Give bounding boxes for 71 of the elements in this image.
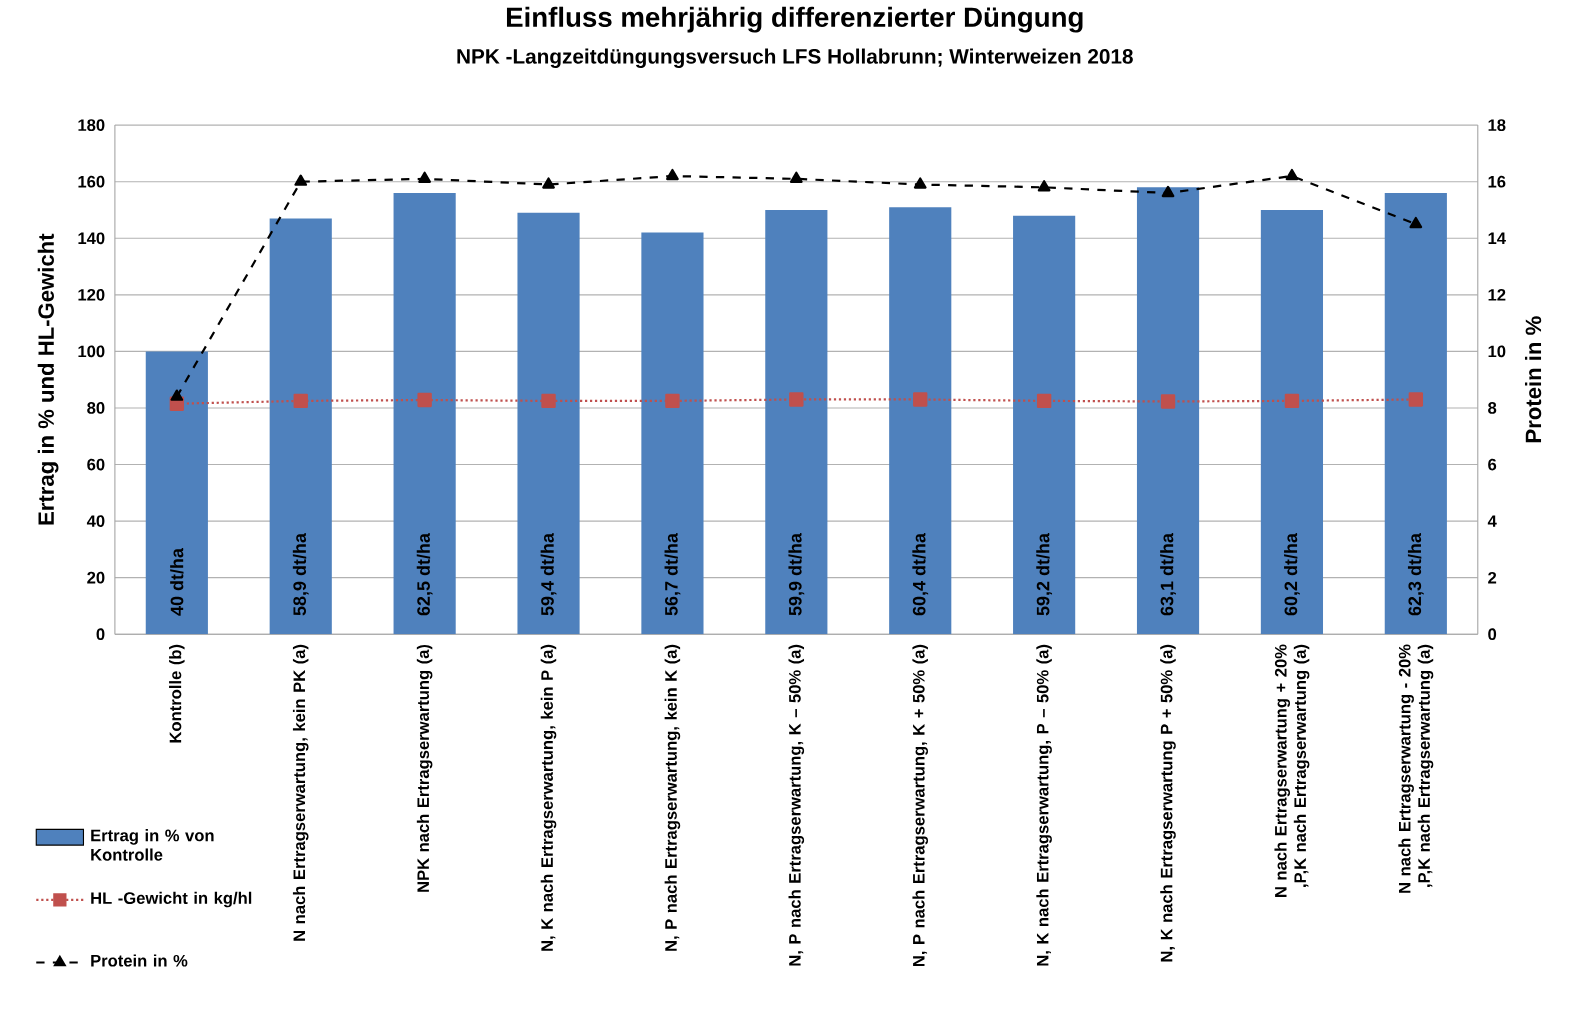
y2-tick-label: 16 xyxy=(1488,175,1506,188)
bar xyxy=(1260,209,1324,635)
y-tick-label: 180 xyxy=(78,119,105,131)
point xyxy=(1161,185,1175,198)
bar xyxy=(1384,192,1447,635)
y2-tick-label: 12 xyxy=(1488,289,1506,301)
chart-subtitle: NPK -Langzeitdüngungsversuch LFS Hollabrunn; Winterweizen 2018 xyxy=(457,48,1133,68)
bar xyxy=(269,218,332,635)
y-tick-label: 100 xyxy=(78,345,105,358)
annotation: 62,3 dt/ha xyxy=(1407,532,1424,616)
annotation: 59,2 dt/ha xyxy=(1036,532,1053,616)
bar xyxy=(1136,187,1200,635)
point xyxy=(1285,168,1299,181)
x-tick-label: N nach Ertragserwartung - 20% ,P,K nach Ertragserwartung (a) xyxy=(1398,644,1434,893)
y-tick-label: 40 xyxy=(86,515,105,527)
y2-tick-label: 10 xyxy=(1488,345,1506,358)
point xyxy=(418,171,432,183)
x-tick-label: N, K nach Ertragserwartung, P – 50% (a) xyxy=(1036,644,1052,966)
bar xyxy=(145,351,208,635)
y-tick-label: 0 xyxy=(96,628,105,641)
bar xyxy=(393,192,456,635)
legend-label: Protein in % xyxy=(91,954,188,967)
chart-title: Einfluss mehrjährig differenzierter Düngung xyxy=(506,6,1083,33)
x-tick-label: Kontrolle (b) xyxy=(169,644,185,743)
legend-label: HL -Gewicht in kg/hl xyxy=(91,891,252,908)
x-tick-label: N, P nach Ertragserwartung, K + 50% (a) xyxy=(912,644,928,967)
annotation: 63,1 dt/ha xyxy=(1160,532,1176,616)
point xyxy=(789,171,803,183)
y2-tick-label: 6 xyxy=(1488,458,1497,471)
annotation: 59,4 dt/ha xyxy=(540,532,557,616)
point xyxy=(170,389,184,401)
annotation: 40 dt/ha xyxy=(170,547,184,616)
bar xyxy=(889,207,952,635)
x-tick-label: N nach Ertragserwartung, kein PK (a) xyxy=(292,644,309,941)
y-tick-label: 20 xyxy=(87,571,105,584)
point xyxy=(913,177,927,189)
point xyxy=(666,168,679,181)
y2-tick-label: 4 xyxy=(1487,515,1497,527)
y-axis-title: Ertrag in % und HL-Gewicht xyxy=(37,233,59,525)
y2-tick-label: 2 xyxy=(1488,571,1497,584)
y2-axis-title: Protein in % xyxy=(1524,316,1542,443)
point xyxy=(542,177,555,189)
point xyxy=(294,174,308,186)
bar xyxy=(641,232,704,635)
legend-label: Ertrag in % von Kontrolle xyxy=(91,829,214,861)
bar xyxy=(1013,215,1076,635)
y2-tick-label: 0 xyxy=(1488,628,1497,641)
annotation: 62,5 dt/ha xyxy=(416,532,433,616)
annotation: 59,9 dt/ha xyxy=(788,532,805,616)
y-tick-label: 140 xyxy=(78,232,105,245)
x-tick-label: NPK nach Ertragserwartung (a) xyxy=(416,644,433,892)
x-tick-label: N nach Ertragserwartung + 20% ,P,K nach Ertragserwartung (a) xyxy=(1274,644,1310,897)
annotation: 56,7 dt/ha xyxy=(664,532,681,616)
point xyxy=(1409,216,1423,229)
bar xyxy=(517,212,580,635)
x-tick-label: N, K nach Ertragserwartung, kein P (a) xyxy=(540,644,557,951)
y-tick-label: 60 xyxy=(87,458,105,471)
y2-tick-label: 8 xyxy=(1488,402,1497,414)
y-tick-label: 120 xyxy=(78,288,105,301)
y2-tick-label: 18 xyxy=(1488,119,1506,131)
annotation: 58,9 dt/ha xyxy=(292,532,309,616)
annotation: 60,2 dt/ha xyxy=(1284,532,1300,616)
annotation: 60,4 dt/ha xyxy=(912,532,929,616)
y-tick-label: 80 xyxy=(87,402,105,414)
y2-tick-label: 14 xyxy=(1488,232,1506,244)
x-tick-label: N, P nach Ertragserwartung, K – 50% (a) xyxy=(788,644,805,966)
point xyxy=(1037,180,1051,192)
x-tick-label: N, K nach Ertragserwartung P + 50% (a) xyxy=(1160,644,1176,962)
y-tick-label: 160 xyxy=(78,175,105,188)
x-tick-label: N, P nach Ertragserwartung, kein K (a) xyxy=(664,644,681,951)
bar xyxy=(765,209,828,635)
